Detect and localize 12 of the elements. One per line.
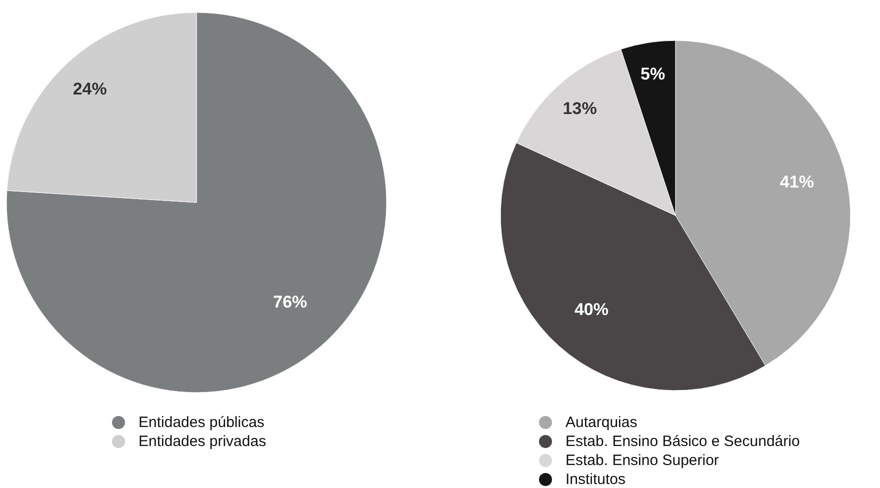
data-label: 76% — [273, 292, 308, 312]
data-label: 24% — [72, 79, 107, 98]
legend-label: Entidades públicas — [138, 414, 264, 431]
data-label: 13% — [562, 99, 597, 118]
data-label: 5% — [640, 64, 666, 84]
data-label: 40% — [574, 300, 609, 319]
legend-label: Entidades privadas — [138, 433, 266, 450]
legend-label: Institutos — [566, 471, 626, 488]
legend-label: Autarquias — [566, 414, 638, 431]
legend-label: Estab. Ensino Básico e Secundário — [566, 433, 800, 450]
legend-label: Estab. Ensino Superior — [566, 452, 719, 469]
data-label: 41% — [780, 172, 814, 192]
